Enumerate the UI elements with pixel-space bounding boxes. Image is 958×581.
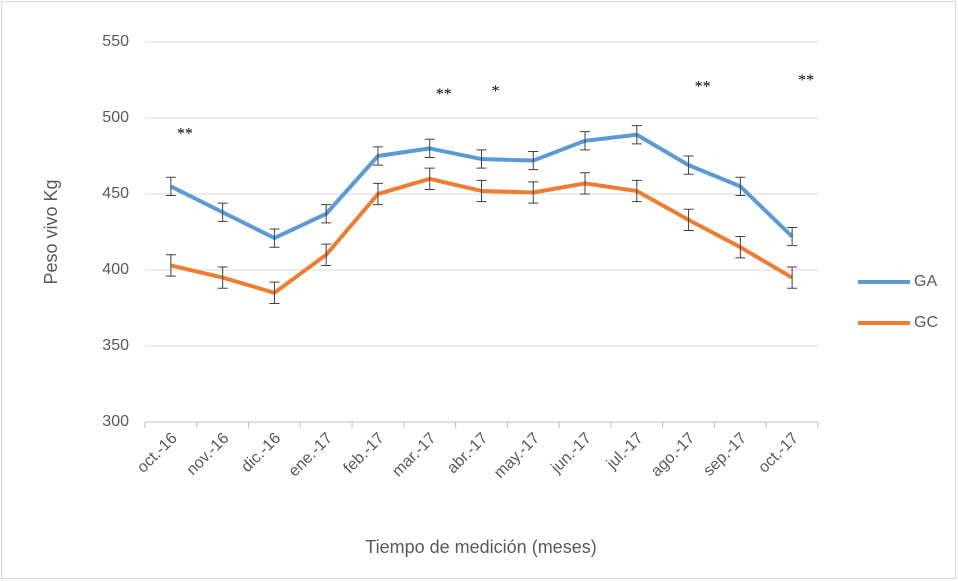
- error-bar: [683, 208, 694, 231]
- error-bar: [269, 228, 280, 248]
- error-bar: [476, 179, 487, 203]
- annotation: **: [436, 86, 452, 103]
- y-axis-title: Peso vivo Kg: [41, 179, 61, 284]
- error-bar: [787, 266, 798, 289]
- annotation: **: [798, 72, 814, 89]
- error-bar: [372, 182, 383, 206]
- y-tick-label: 300: [102, 413, 129, 430]
- error-bar: [372, 146, 383, 166]
- error-bar: [321, 243, 332, 266]
- annotation: **: [695, 78, 711, 95]
- error-bar: [321, 204, 332, 224]
- y-tick-label: 550: [102, 33, 129, 50]
- y-tick-label: 400: [102, 261, 129, 278]
- error-bar: [217, 202, 228, 222]
- error-bar: [787, 226, 798, 247]
- x-axis-title: Tiempo de medición (meses): [365, 537, 596, 557]
- error-bar: [735, 176, 746, 197]
- error-bar: [217, 266, 228, 289]
- error-bar: [424, 138, 435, 159]
- annotation: **: [177, 125, 193, 142]
- error-bar: [631, 125, 642, 145]
- y-tick-label: 500: [102, 109, 129, 126]
- error-bar: [424, 167, 435, 190]
- error-bar: [476, 149, 487, 169]
- error-bar: [631, 179, 642, 203]
- legend-label: GA: [914, 273, 937, 290]
- error-bar: [683, 155, 694, 175]
- error-bar: [528, 150, 539, 171]
- error-bar: [580, 172, 591, 195]
- error-bar: [165, 176, 176, 197]
- legend-label: GC: [914, 314, 938, 331]
- error-bar: [165, 254, 176, 277]
- y-tick-label: 450: [102, 185, 129, 202]
- annotation: *: [492, 83, 500, 100]
- error-bar: [735, 236, 746, 259]
- y-tick-label: 350: [102, 337, 129, 354]
- error-bar: [528, 181, 539, 204]
- error-bar: [269, 281, 280, 304]
- error-bar: [580, 131, 591, 151]
